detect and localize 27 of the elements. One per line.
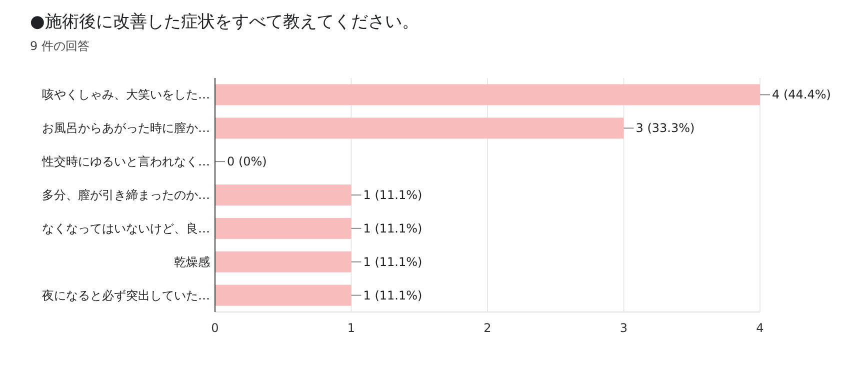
y-tick-label: 性交時にゆるいと言われなく… [41, 154, 210, 169]
bar [215, 251, 352, 272]
chart-title: ●施術後に改善した症状をすべて教えてください。 [30, 12, 419, 32]
data-label: 1 (11.1%) [363, 254, 422, 269]
x-tick-label: 1 [347, 321, 356, 335]
y-tick-label: 咳やくしゃみ、大笑いをした… [42, 88, 210, 102]
x-tick-label: 0 [211, 321, 219, 335]
data-label: 1 (11.1%) [363, 288, 422, 302]
data-label: 3 (33.3%) [636, 121, 695, 136]
y-tick-label: 乾燥感 [174, 254, 210, 269]
data-label: 4 (44.4%) [772, 88, 831, 102]
bar [215, 184, 352, 206]
x-tick-label: 2 [484, 321, 492, 335]
data-label: 1 (11.1%) [363, 188, 422, 202]
x-tick-label: 3 [620, 321, 628, 335]
bar [215, 284, 352, 306]
bar [215, 218, 352, 239]
y-tick-label: なくなってはいないけど、良… [42, 221, 210, 236]
bar [215, 84, 760, 106]
x-tick-label: 4 [756, 321, 764, 335]
bar [215, 118, 624, 139]
data-label: 1 (11.1%) [363, 221, 422, 236]
y-tick-label: 夜になると必ず突出していた… [42, 288, 210, 302]
y-tick-label: お風呂からあがった時に膣か… [42, 121, 210, 136]
text: 9 件の回答 [30, 39, 90, 53]
y-tick-label: 多分、膣が引き締まったのか… [42, 188, 210, 202]
data-label: 0 (0%) [227, 154, 267, 169]
